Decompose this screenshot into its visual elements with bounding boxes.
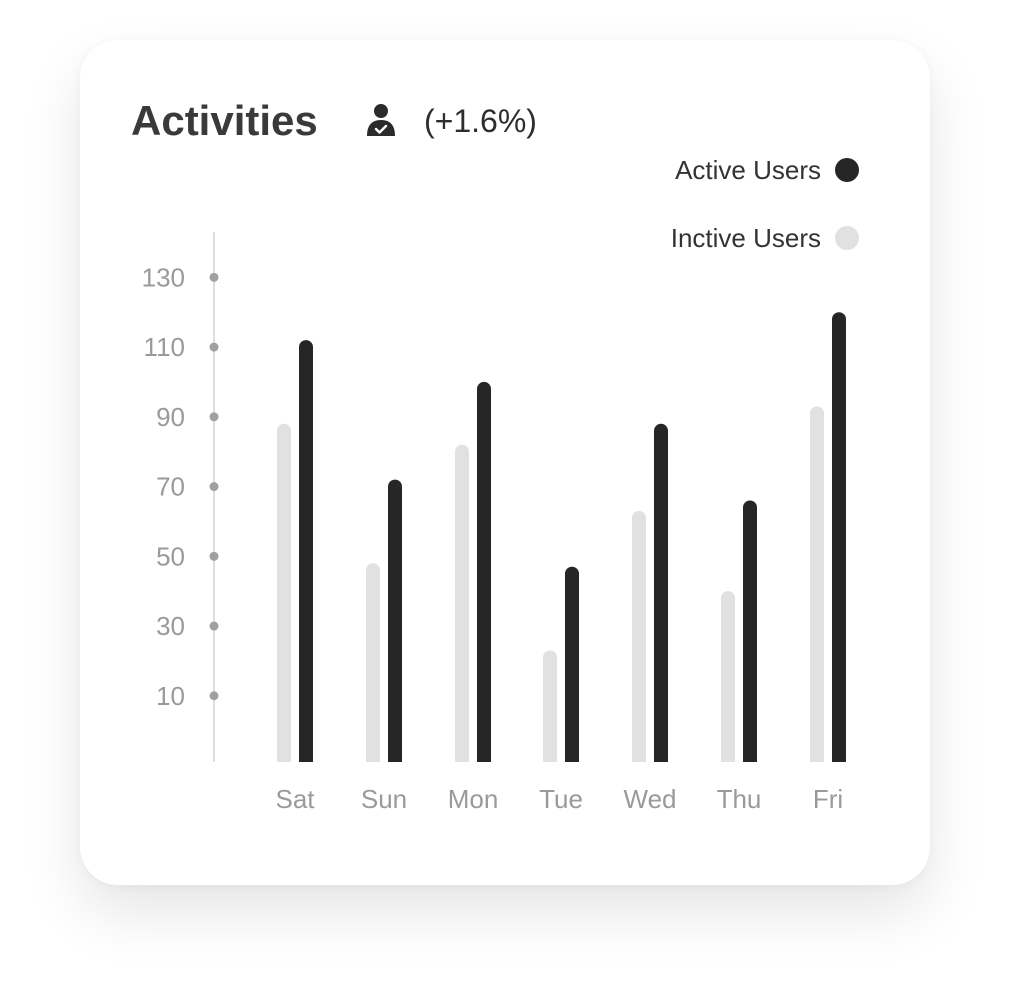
bar-inactive-wed-base [632,754,646,762]
y-tick-dot [209,551,219,561]
y-tick-label: 130 [142,262,185,292]
x-tick-label: Tue [539,784,583,814]
bar-active-sat-base [299,754,313,762]
bar-active-mon-base [477,754,491,762]
x-tick-label: Wed [624,784,677,814]
bar-inactive-thu-base [721,754,735,762]
chart-title: Activities [131,97,318,144]
bar-active-fri [832,312,846,762]
x-tick-label: Fri [813,784,843,814]
bar-inactive-fri-base [810,754,824,762]
legend-label-inactive-users: Inctive Users [670,222,821,253]
bar-inactive-sat-base [277,754,291,762]
y-tick-dot [209,621,219,631]
x-tick-label: Thu [717,784,762,814]
y-tick-label: 110 [144,332,185,362]
y-tick-label: 70 [156,472,185,502]
y-tick-dot [209,412,219,422]
y-tick-label: 50 [156,541,185,571]
bar-active-sat [299,340,313,762]
change-percentage: (+1.6%) [424,103,537,139]
bar-active-sun-base [388,754,402,762]
y-tick-label: 30 [156,611,185,641]
bar-inactive-sun-base [366,754,380,762]
legend-dot-active-users [835,158,859,182]
bar-inactive-sun [366,563,380,762]
x-tick-label: Sat [275,784,315,814]
bar-inactive-tue-base [543,754,557,762]
y-tick-dot [209,691,219,701]
bar-inactive-thu [721,591,735,762]
x-tick-label: Sun [361,784,407,814]
legend-item-active-users: Active Users [675,155,859,185]
user-check-icon [367,104,395,136]
bar-inactive-tue [543,650,557,762]
bar-inactive-mon-base [455,754,469,762]
bar-active-tue-base [565,754,579,762]
bar-active-mon [477,381,491,762]
y-tick-dot [209,482,219,492]
bar-inactive-mon [455,444,469,762]
bar-inactive-fri [810,406,824,762]
bar-active-fri-base [832,754,846,762]
legend-label-active-users: Active Users [675,154,821,185]
y-tick-label: 90 [156,402,185,432]
x-tick-label: Mon [448,784,499,814]
bar-active-thu [743,500,757,762]
legend-dot-inactive-users [835,226,859,250]
bar-active-thu-base [743,754,757,762]
bar-active-tue [565,566,579,762]
activities-card [80,40,930,885]
legend-item-inactive-users: Inctive Users [671,223,859,253]
bar-inactive-wed [632,510,646,762]
y-tick-dot [209,272,219,282]
bar-active-wed [654,423,668,762]
y-tick-dot [209,342,219,352]
bar-active-wed-base [654,754,668,762]
y-tick-label: 10 [156,681,185,711]
bar-active-sun [388,479,402,762]
bar-inactive-sat [277,423,291,762]
